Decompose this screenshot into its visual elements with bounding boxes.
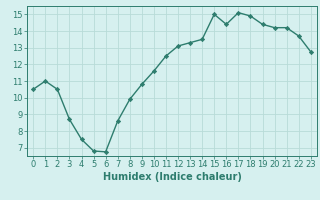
X-axis label: Humidex (Indice chaleur): Humidex (Indice chaleur) (103, 172, 241, 182)
